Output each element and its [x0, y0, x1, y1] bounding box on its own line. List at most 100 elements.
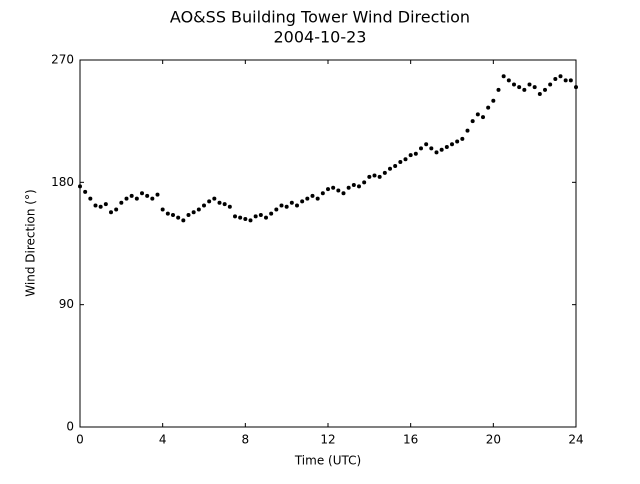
point — [486, 105, 491, 110]
point — [455, 139, 460, 144]
point — [424, 142, 429, 147]
point — [264, 215, 268, 220]
point — [248, 218, 253, 223]
x-tick-label: 20 — [486, 433, 501, 447]
point — [408, 153, 413, 158]
x-tick-label: 16 — [403, 433, 418, 447]
point — [289, 200, 294, 205]
point — [506, 78, 511, 83]
point — [295, 203, 299, 208]
point — [212, 196, 217, 201]
point — [362, 180, 367, 185]
x-axis-label: Time (UTC) — [294, 454, 361, 468]
point — [398, 159, 403, 164]
point — [568, 78, 573, 83]
y-tick-label: 90 — [59, 297, 74, 311]
point — [419, 146, 423, 151]
point — [470, 119, 475, 124]
point — [140, 191, 144, 196]
point — [315, 196, 320, 201]
point — [217, 200, 222, 205]
point — [243, 217, 248, 222]
point — [357, 184, 361, 189]
point — [274, 207, 279, 212]
point — [393, 164, 398, 169]
point — [227, 204, 232, 209]
point — [481, 115, 485, 120]
point — [501, 74, 506, 79]
point — [388, 166, 392, 171]
point — [439, 147, 444, 152]
point — [165, 211, 170, 216]
point — [233, 214, 237, 219]
point — [517, 85, 522, 90]
point — [300, 199, 305, 204]
point — [537, 91, 542, 96]
x-tick-label: 24 — [568, 433, 583, 447]
point — [460, 136, 465, 141]
point — [269, 211, 274, 216]
point — [202, 203, 206, 208]
point — [119, 200, 124, 205]
point — [88, 196, 93, 201]
point — [305, 196, 310, 201]
y-axis-label: Wind Direction (°) — [24, 189, 38, 296]
point — [475, 112, 480, 117]
x-tick-label: 8 — [242, 433, 250, 447]
point — [109, 210, 113, 215]
point — [129, 193, 134, 198]
point — [207, 199, 212, 204]
point — [98, 204, 103, 209]
point — [377, 174, 382, 179]
point — [222, 202, 227, 207]
point — [253, 214, 258, 219]
chart-subtitle: 2004-10-23 — [274, 28, 367, 47]
point — [310, 193, 315, 198]
x-tick-label: 12 — [320, 433, 335, 447]
point — [336, 188, 341, 193]
point — [83, 189, 88, 194]
point — [155, 192, 160, 197]
point — [553, 77, 558, 82]
point — [326, 187, 330, 192]
point — [196, 207, 201, 212]
point — [563, 78, 568, 83]
x-tick-label: 4 — [159, 433, 167, 447]
y-tick-label: 270 — [51, 53, 74, 67]
y-tick-label: 180 — [51, 175, 74, 189]
point — [372, 173, 377, 178]
point — [284, 204, 289, 209]
point — [114, 207, 119, 212]
point — [434, 150, 439, 155]
point — [543, 87, 547, 92]
point — [367, 174, 372, 179]
point — [558, 74, 563, 79]
point — [450, 142, 454, 147]
point — [134, 196, 139, 201]
point — [320, 191, 325, 196]
point — [444, 144, 449, 149]
point — [346, 185, 351, 190]
point — [491, 98, 496, 103]
point — [512, 82, 516, 87]
point — [238, 215, 243, 220]
point — [413, 151, 418, 156]
point — [382, 170, 387, 175]
point — [186, 212, 191, 217]
point — [496, 87, 501, 92]
point — [171, 212, 175, 217]
point — [548, 82, 553, 87]
x-tick-label: 0 — [76, 433, 84, 447]
point — [160, 207, 165, 212]
point — [403, 157, 408, 162]
point — [429, 146, 434, 151]
point — [341, 191, 346, 196]
point — [522, 87, 527, 92]
point — [527, 82, 532, 87]
y-tick-label: 0 — [66, 420, 74, 434]
point — [78, 184, 82, 189]
chart-title: AO&SS Building Tower Wind Direction — [170, 8, 470, 27]
point — [279, 203, 284, 208]
point — [103, 202, 108, 207]
